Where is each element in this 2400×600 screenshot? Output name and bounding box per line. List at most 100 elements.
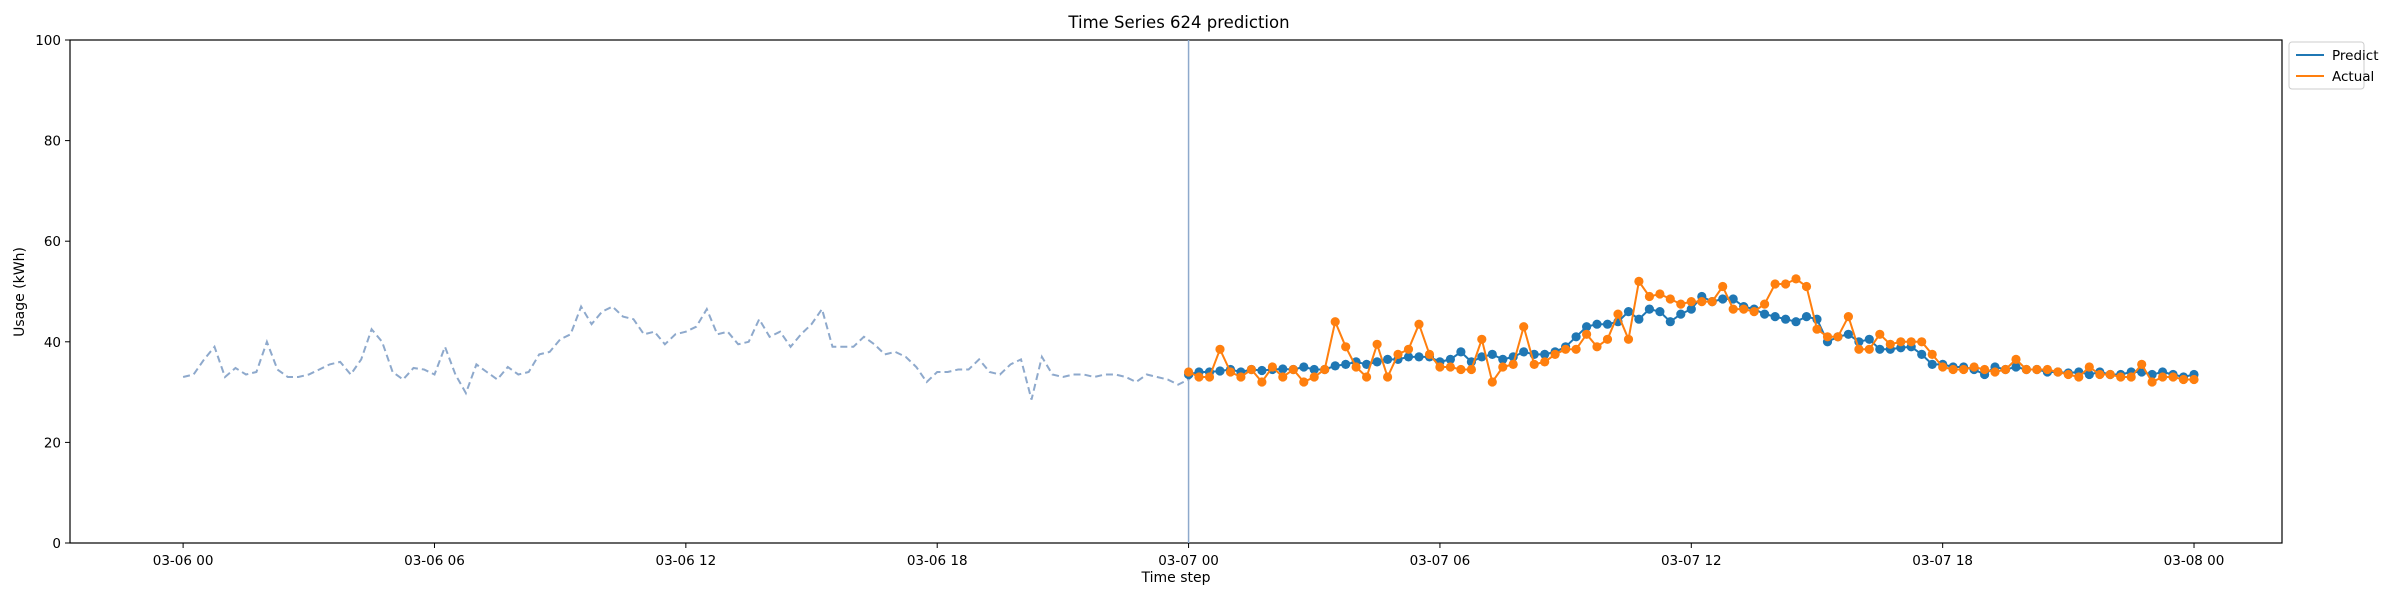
actual-point xyxy=(1801,281,1812,292)
y-tick-label: 20 xyxy=(44,435,61,451)
predict-point xyxy=(1644,304,1654,314)
predict-point xyxy=(1686,304,1696,314)
predict-point xyxy=(1456,347,1466,357)
y-tick-label: 40 xyxy=(44,335,61,351)
chart-title: Time Series 624 prediction xyxy=(1067,13,1289,32)
actual-point xyxy=(2021,364,2031,375)
actual-point xyxy=(1665,294,1675,304)
actual-point xyxy=(1225,367,1236,377)
actual-point xyxy=(1749,307,1759,317)
predict-point xyxy=(1215,366,1225,376)
x-tick-label: 03-06 18 xyxy=(907,553,968,569)
actual-point xyxy=(1613,309,1623,319)
predict-point xyxy=(2011,362,2021,372)
actual-point xyxy=(1896,337,1906,347)
actual-point xyxy=(1623,334,1634,344)
actual-point xyxy=(1435,362,1445,372)
actual-point xyxy=(1582,329,1592,339)
y-tick-label: 100 xyxy=(35,33,61,49)
predict-point xyxy=(1728,294,1738,304)
predict-point xyxy=(1403,352,1414,362)
legend-label-predict: Predict xyxy=(2332,48,2379,64)
actual-point xyxy=(1257,377,1267,387)
x-tick-label: 03-07 12 xyxy=(1661,553,1722,569)
actual-point xyxy=(1938,362,1948,372)
actual-point xyxy=(1236,372,1246,382)
actual-point xyxy=(1592,342,1602,352)
history-line xyxy=(182,304,1210,400)
actual-point xyxy=(1477,334,1487,344)
actual-point xyxy=(1875,329,1885,339)
predict-point xyxy=(1655,307,1665,317)
actual-point xyxy=(1854,344,1864,354)
predict-point xyxy=(1665,317,1675,327)
actual-point xyxy=(1571,344,1581,354)
actual-point xyxy=(1299,377,1309,387)
y-axis-label: Usage (kWh) xyxy=(12,247,28,337)
predict-point xyxy=(1843,329,1853,339)
predict-point xyxy=(1770,312,1780,322)
actual-point xyxy=(2178,374,2189,385)
actual-point xyxy=(1969,362,1979,372)
predict-point xyxy=(1540,349,1550,359)
actual-point xyxy=(1194,372,1204,382)
actual-point xyxy=(2189,374,2199,385)
predict-point xyxy=(1602,319,1613,329)
actual-point xyxy=(1634,276,1644,286)
predict-point xyxy=(1791,317,1801,327)
actual-point xyxy=(1833,332,1843,342)
actual-point xyxy=(1676,299,1686,309)
actual-point xyxy=(2105,369,2115,380)
actual-point xyxy=(1529,359,1539,369)
actual-point xyxy=(1383,372,1393,382)
predict-point xyxy=(1341,359,1351,369)
predict-point xyxy=(1278,364,1288,374)
actual-point xyxy=(1320,364,1330,375)
actual-point xyxy=(1707,297,1717,307)
actual-point xyxy=(2032,364,2042,375)
actual-point xyxy=(1341,342,1351,352)
predict-point xyxy=(1634,314,1644,324)
x-axis: 03-06 00 03-06 06 03-06 12 03-06 18 03-07 00… xyxy=(153,543,2224,569)
series-layer xyxy=(182,274,2199,400)
legend: Predict Actual xyxy=(2288,41,2379,90)
y-tick-label: 0 xyxy=(52,536,61,552)
actual-point xyxy=(1246,364,1256,375)
actual-point xyxy=(1843,312,1853,322)
predict-point xyxy=(1927,359,1937,369)
predict-point xyxy=(1299,362,1309,372)
predict-point xyxy=(2084,369,2094,380)
actual-point xyxy=(1917,337,1927,347)
actual-point xyxy=(2147,377,2157,387)
actual-point xyxy=(2042,364,2052,375)
x-tick-label: 03-06 00 xyxy=(153,553,214,569)
actual-point xyxy=(1885,339,1895,349)
actual-point xyxy=(2011,354,2021,364)
actual-point xyxy=(1414,319,1424,329)
actual-point xyxy=(1864,344,1874,354)
y-axis: 0 20 40 60 80 100 xyxy=(35,33,70,552)
actual-point xyxy=(1519,322,1529,332)
actual-point xyxy=(2116,372,2126,382)
x-axis-label: Time step xyxy=(1141,570,1211,586)
actual-point xyxy=(1267,362,1277,372)
actual-point xyxy=(1655,289,1665,299)
predict-point xyxy=(1372,357,1382,367)
actual-point xyxy=(1393,349,1403,359)
actual-point xyxy=(1602,334,1613,344)
actual-point xyxy=(1309,372,1319,382)
actual-point xyxy=(1403,344,1414,354)
actual-point xyxy=(1561,344,1571,354)
actual-point xyxy=(2063,369,2073,380)
actual-point xyxy=(1288,364,1298,375)
actual-point xyxy=(2137,359,2147,369)
predict-point xyxy=(1875,344,1885,354)
plot-area-frame xyxy=(69,39,2283,544)
actual-point xyxy=(1948,364,1958,375)
actual-point xyxy=(2126,372,2136,382)
predict-point xyxy=(1257,365,1267,376)
x-tick-label: 03-06 06 xyxy=(404,553,465,569)
actual-point xyxy=(1959,364,1969,375)
predict-point xyxy=(1477,352,1487,362)
